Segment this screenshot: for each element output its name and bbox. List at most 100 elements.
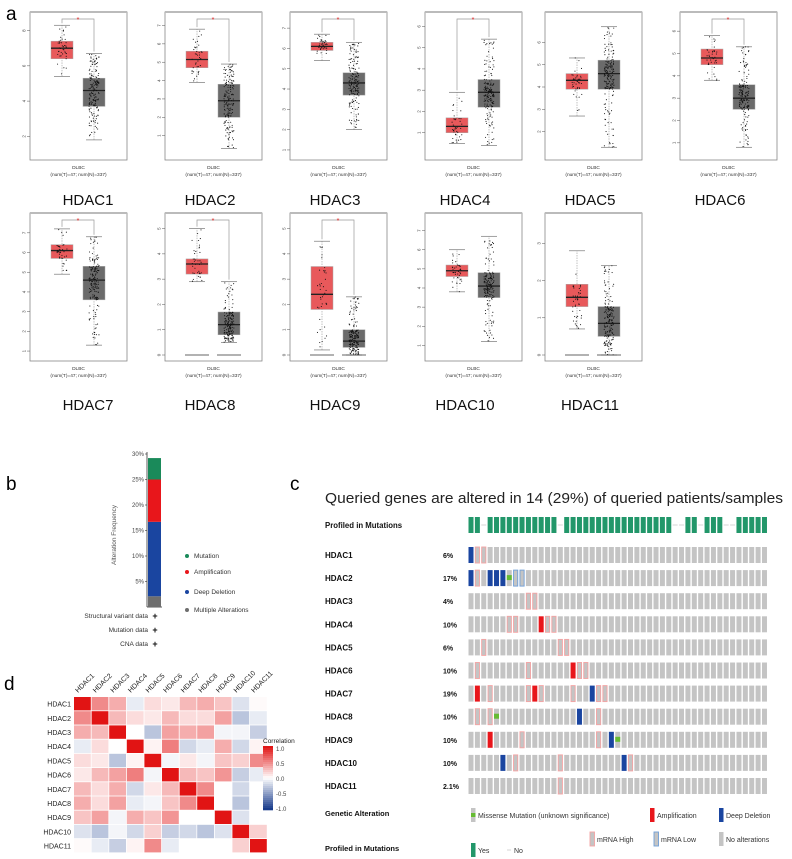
y-tick-label: 4 bbox=[417, 286, 422, 289]
normal-point bbox=[89, 296, 91, 298]
no-alteration-cell bbox=[557, 547, 563, 563]
normal-point bbox=[487, 308, 489, 310]
normal-point bbox=[228, 314, 230, 317]
normal-point bbox=[352, 325, 355, 327]
normal-point bbox=[484, 291, 486, 293]
no-alteration-cell bbox=[583, 708, 589, 725]
normal-point bbox=[490, 105, 493, 107]
normal-point bbox=[610, 87, 612, 89]
no-alteration-cell bbox=[532, 708, 538, 725]
no-alteration-cell bbox=[640, 778, 646, 794]
normal-point bbox=[232, 329, 234, 331]
normal-point bbox=[98, 78, 100, 80]
tumor-point bbox=[321, 43, 323, 45]
normal-point bbox=[350, 81, 353, 83]
normal-point bbox=[491, 74, 493, 77]
oncoprint-row-hdac7: HDAC7 19% bbox=[325, 685, 767, 703]
heatmap-cell bbox=[250, 824, 267, 839]
normal-point bbox=[354, 336, 356, 338]
normal-point bbox=[92, 82, 94, 84]
tumor-point bbox=[455, 139, 457, 141]
tumor-point bbox=[194, 53, 196, 55]
normal-point bbox=[745, 53, 747, 56]
tumor-point bbox=[61, 42, 63, 44]
normal-point bbox=[743, 57, 745, 59]
panel-label-c: c bbox=[290, 474, 300, 495]
normal-point bbox=[351, 318, 353, 320]
normal-point bbox=[92, 99, 95, 101]
tumor-point bbox=[320, 48, 322, 50]
normal-point bbox=[745, 66, 747, 68]
normal-point bbox=[489, 98, 491, 100]
y-tick-label: 1 bbox=[282, 148, 287, 151]
x-caption-cancer: DLBC bbox=[467, 165, 480, 171]
normal-point bbox=[746, 94, 748, 96]
legend-swatch bbox=[471, 843, 476, 857]
normal-point bbox=[94, 337, 96, 339]
normal-point bbox=[350, 339, 352, 341]
no-alteration-cell bbox=[570, 570, 576, 587]
normal-point bbox=[493, 280, 495, 282]
normal-point bbox=[233, 320, 235, 322]
normal-point bbox=[604, 303, 606, 305]
normal-point bbox=[609, 330, 611, 332]
no-alteration-cell bbox=[602, 639, 608, 656]
normal-point bbox=[604, 88, 606, 90]
normal-point bbox=[612, 68, 614, 70]
no-alteration-cell bbox=[653, 616, 659, 633]
significance-star: * bbox=[337, 17, 340, 24]
no-alteration-cell bbox=[672, 616, 678, 633]
no-alteration-cell bbox=[730, 708, 736, 725]
normal-point bbox=[232, 88, 234, 90]
normal-point bbox=[486, 144, 488, 146]
normal-point bbox=[606, 77, 608, 79]
no-alteration-cell bbox=[723, 778, 729, 794]
normal-point bbox=[606, 307, 608, 309]
normal-point bbox=[231, 82, 233, 85]
tumor-point bbox=[325, 289, 327, 291]
normal-point bbox=[232, 80, 234, 82]
no-alteration-cell bbox=[698, 593, 704, 610]
normal-point bbox=[95, 281, 97, 283]
normal-point bbox=[354, 332, 357, 334]
normal-point bbox=[232, 139, 235, 141]
tumor-point bbox=[59, 28, 61, 30]
no-alteration-cell bbox=[564, 778, 570, 794]
normal-point bbox=[88, 116, 91, 118]
tumor-point bbox=[60, 39, 62, 41]
heatmap-cell bbox=[126, 782, 144, 796]
tumor-point bbox=[577, 78, 579, 80]
no-alteration-cell bbox=[717, 639, 723, 656]
tumor-point bbox=[316, 285, 319, 287]
y-tick-label: 0 bbox=[157, 353, 162, 356]
x-caption-cancer: DLBC bbox=[207, 165, 220, 171]
normal-point bbox=[91, 86, 93, 88]
normal-point bbox=[357, 45, 359, 47]
no-alteration-cell bbox=[583, 778, 589, 794]
heatmap-cell bbox=[126, 796, 144, 810]
normal-point bbox=[485, 324, 487, 326]
tumor-point bbox=[710, 59, 712, 61]
normal-point bbox=[607, 281, 609, 283]
tumor-point bbox=[58, 253, 60, 255]
data-type-label: Structural variant data bbox=[84, 613, 148, 620]
normal-point bbox=[490, 95, 492, 98]
data-type-label: Mutation data bbox=[109, 627, 149, 634]
y-tick-label: 5 bbox=[417, 267, 422, 270]
y-tick-label: 2 bbox=[672, 119, 677, 122]
normal-point bbox=[351, 107, 354, 110]
normal-point bbox=[228, 107, 230, 109]
normal-point bbox=[231, 337, 233, 339]
gene-label: HDAC3 bbox=[325, 597, 353, 606]
tumor-point bbox=[714, 76, 716, 78]
normal-point bbox=[355, 341, 357, 343]
legend-gradient-step bbox=[263, 776, 273, 779]
normal-point bbox=[611, 95, 614, 97]
normal-point bbox=[354, 88, 357, 90]
no-alteration-cell bbox=[564, 662, 570, 679]
normal-point bbox=[357, 80, 359, 83]
normal-point bbox=[486, 289, 488, 292]
normal-point bbox=[607, 334, 609, 336]
no-alteration-cell bbox=[557, 708, 563, 725]
